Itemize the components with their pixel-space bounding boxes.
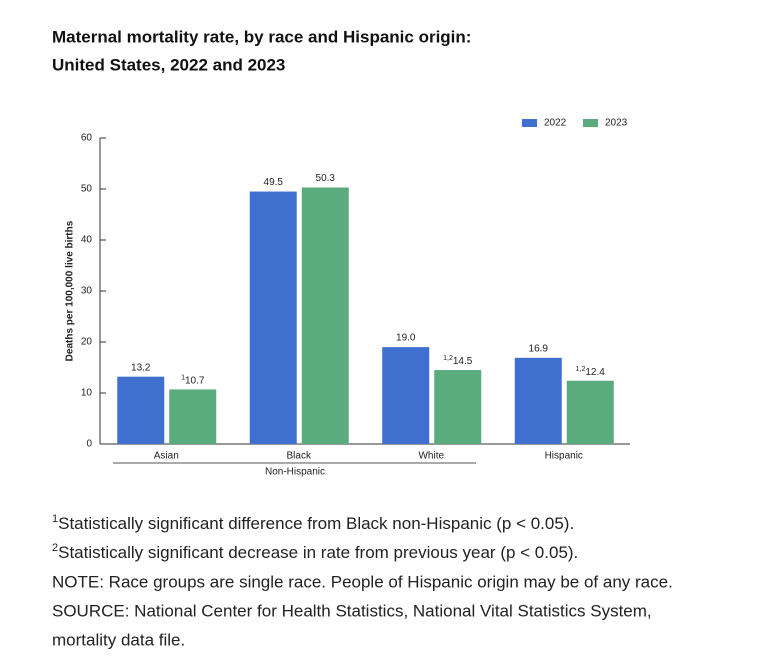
note: NOTE: Race groups are single race. Peopl… [52, 572, 673, 591]
value-label-text: 14.5 [453, 356, 473, 367]
y-axis-label: Deaths per 100,000 live births [65, 220, 76, 361]
legend-label: 2022 [544, 118, 567, 129]
footnote: 1Statistically significant difference fr… [52, 513, 574, 534]
y-tick-label: 30 [81, 286, 93, 297]
value-label-note: 1 [181, 374, 185, 381]
group-label: Non-Hispanic [265, 467, 325, 478]
x-tick-label: White [418, 451, 444, 462]
x-tick-label: Hispanic [545, 451, 583, 462]
value-label: 49.5 [264, 177, 284, 188]
value-label-note: 1,2 [443, 355, 453, 362]
value-label: 110.7 [181, 374, 205, 386]
legend-swatch [583, 119, 598, 127]
bar [382, 347, 430, 444]
y-tick-label: 40 [81, 235, 93, 246]
y-tick-label: 0 [86, 439, 92, 450]
y-tick-label: 10 [81, 388, 93, 399]
bar [169, 389, 217, 444]
bar [301, 187, 349, 444]
footnote: 2Statistically significant decrease in r… [52, 542, 578, 563]
x-tick-label: Black [287, 451, 312, 462]
bar [434, 370, 482, 444]
value-label-note: 1,2 [576, 366, 586, 373]
value-label: 19.0 [396, 333, 416, 344]
bar [117, 376, 165, 444]
chart-title: Maternal mortality rate, by race and His… [52, 27, 471, 46]
value-label: 50.3 [316, 173, 336, 184]
value-label: 1,212.4 [576, 366, 606, 378]
footnote-marker: 2 [52, 542, 58, 554]
bar [514, 357, 562, 444]
y-tick-label: 50 [81, 184, 93, 195]
source: SOURCE: National Center for Health Stati… [52, 601, 652, 620]
chart-subtitle: United States, 2022 and 2023 [52, 55, 285, 74]
x-tick-label: Asian [154, 451, 179, 462]
footnote-text: Statistically significant difference fro… [58, 514, 574, 533]
value-label-text: 10.7 [185, 375, 205, 386]
value-label-text: 12.4 [585, 366, 605, 377]
y-tick-label: 60 [81, 133, 93, 144]
footnote-marker: 1 [52, 513, 58, 525]
legend-label: 2023 [605, 118, 628, 129]
value-label: 13.2 [131, 362, 151, 373]
bar [249, 191, 297, 444]
bar [566, 380, 614, 444]
value-label: 1,214.5 [443, 355, 473, 367]
source: mortality data file. [52, 630, 185, 649]
value-label: 16.9 [529, 343, 549, 354]
y-tick-label: 20 [81, 337, 93, 348]
footnote-text: Statistically significant decrease in ra… [58, 543, 578, 562]
legend-swatch [522, 119, 537, 127]
